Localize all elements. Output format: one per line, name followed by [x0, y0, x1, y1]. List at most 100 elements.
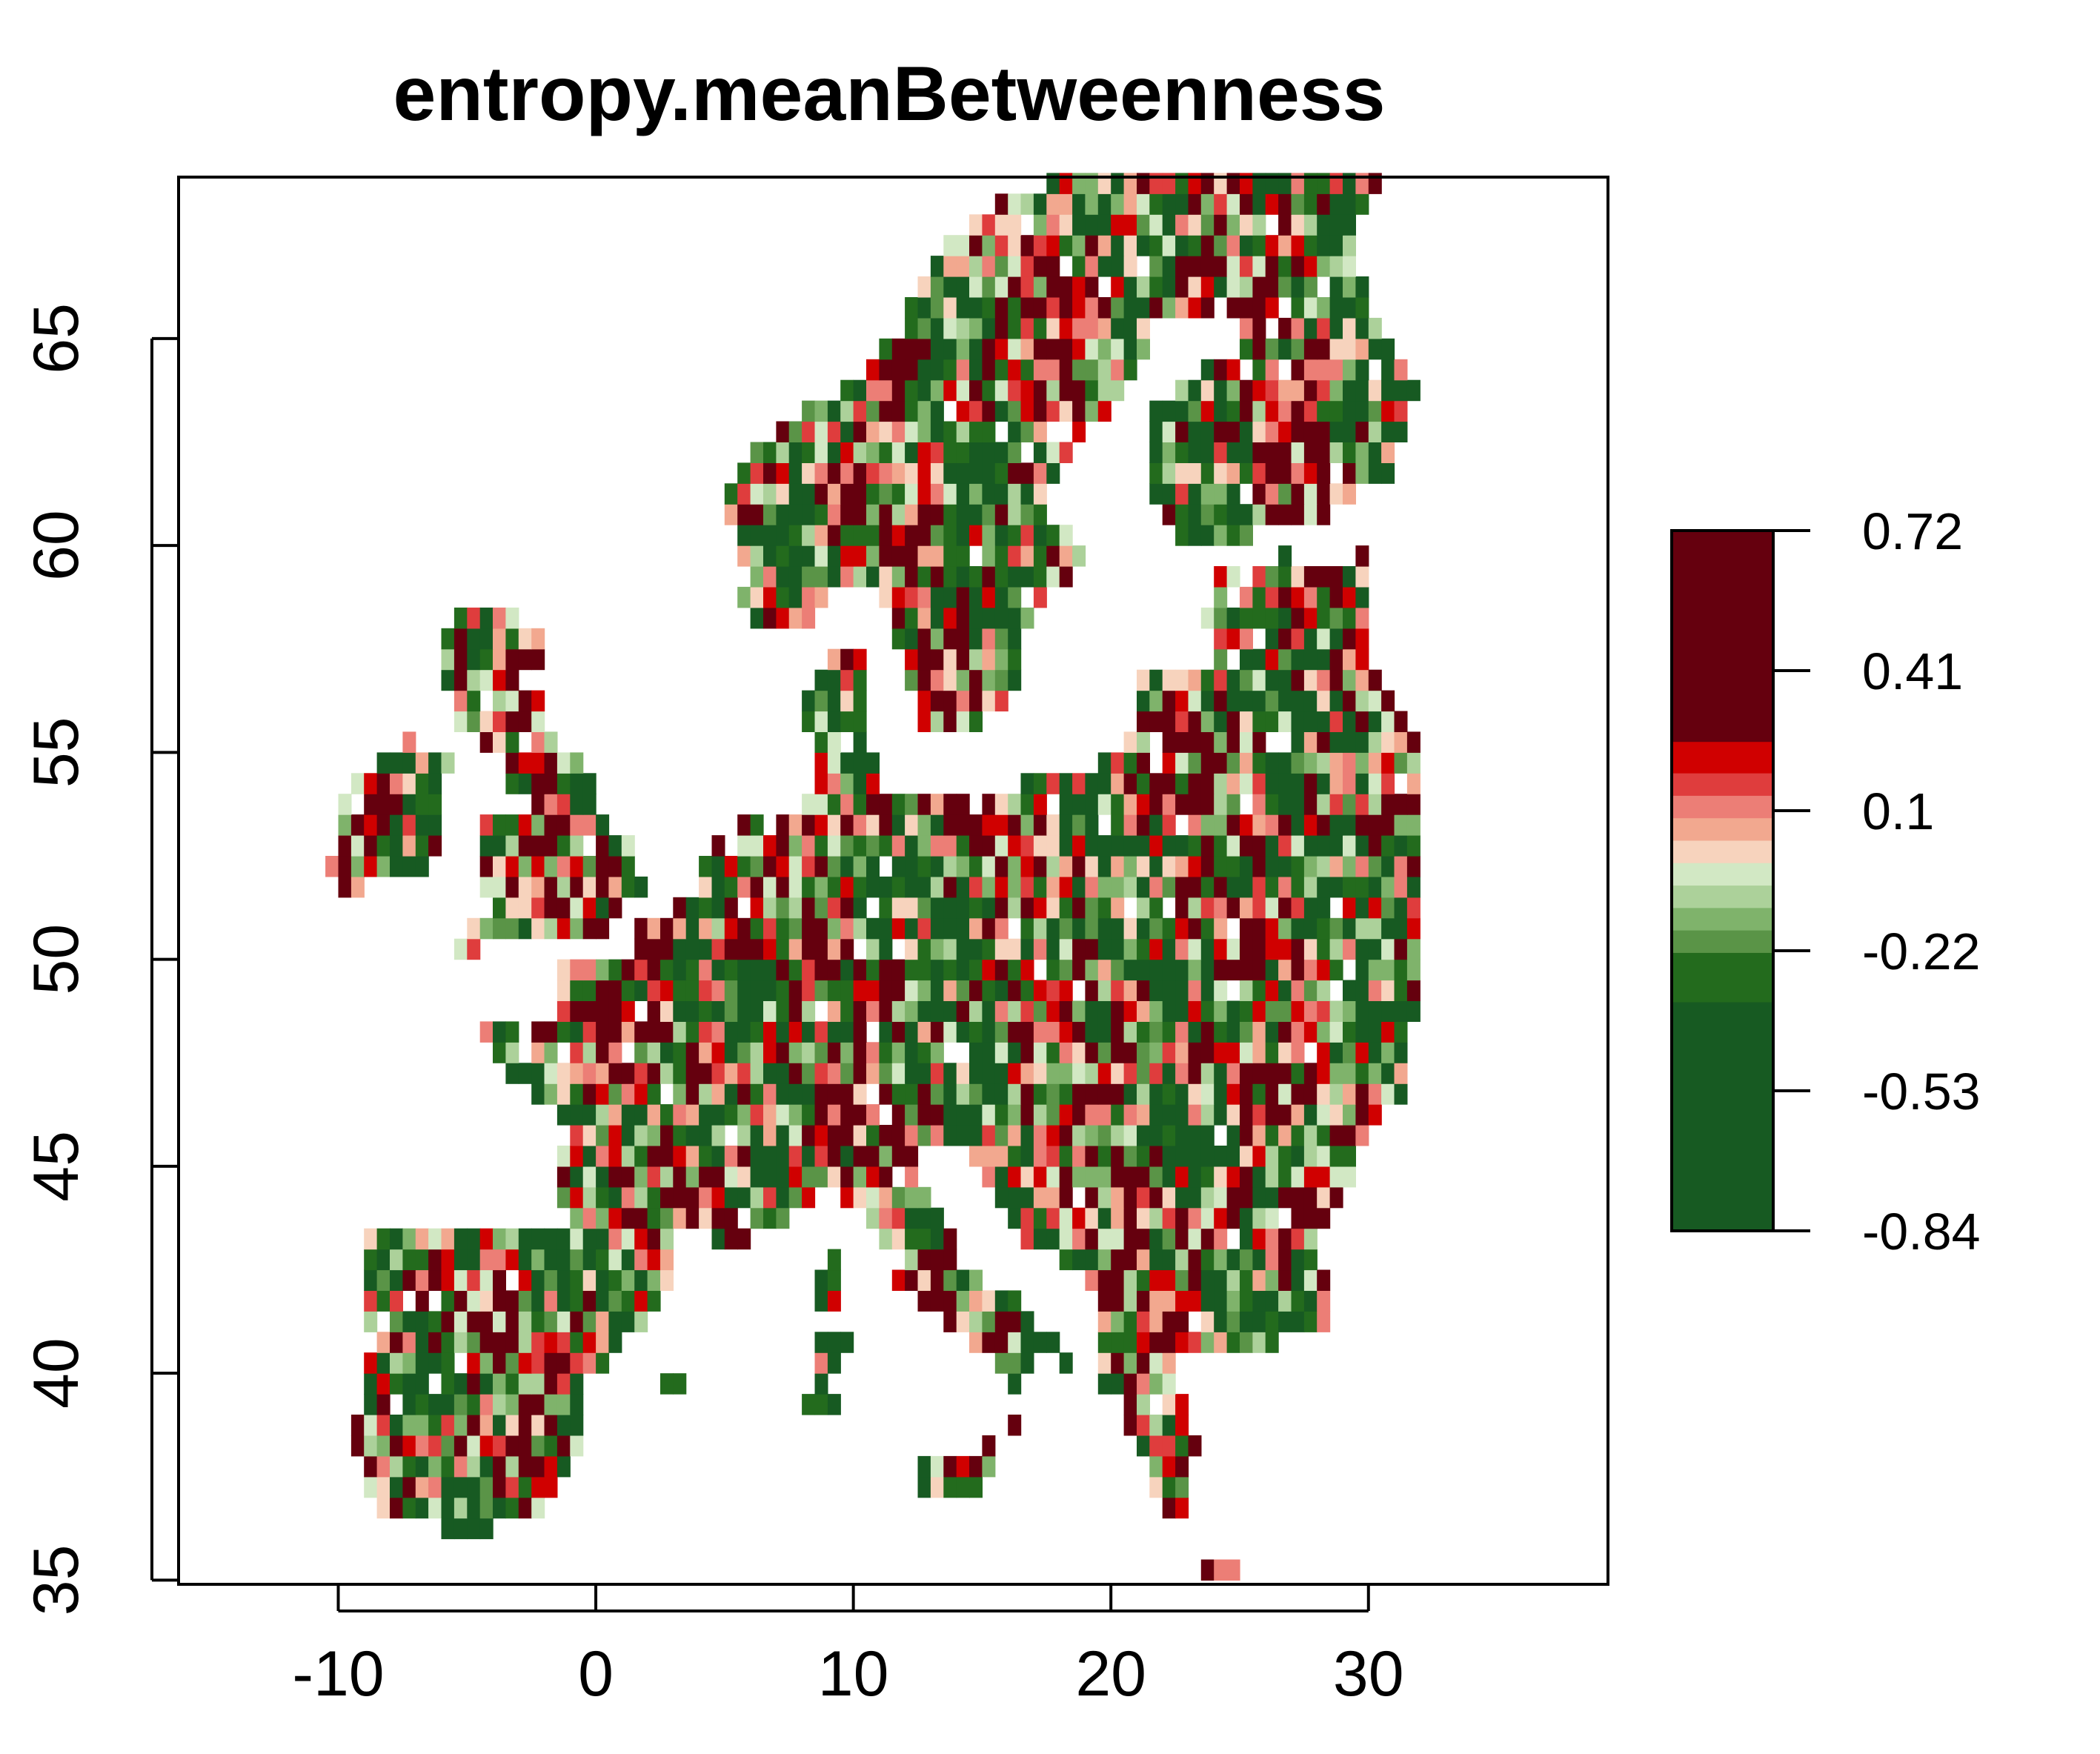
heatmap-cell: [1059, 525, 1073, 546]
heatmap-cell: [866, 752, 880, 774]
heatmap-cell: [1240, 1207, 1253, 1229]
heatmap-cell: [1200, 297, 1215, 319]
heatmap-cell: [827, 1000, 841, 1022]
heatmap-cell: [905, 980, 919, 1001]
heatmap-cell: [1265, 980, 1279, 1001]
heatmap-cell: [1137, 1125, 1150, 1146]
heatmap-cell: [930, 421, 944, 442]
heatmap-cell: [930, 628, 944, 650]
heatmap-cell: [479, 1497, 494, 1519]
heatmap-cell: [376, 814, 391, 836]
heatmap-cell: [788, 1021, 803, 1043]
heatmap-cell: [1355, 1104, 1369, 1126]
heatmap-cell: [1355, 690, 1369, 712]
heatmap-cell: [750, 959, 764, 981]
heatmap-cell: [673, 897, 687, 919]
heatmap-cell: [1226, 1146, 1240, 1167]
heatmap-cell: [1291, 835, 1305, 857]
heatmap-cell: [1123, 1083, 1137, 1105]
heatmap-cell: [1188, 1207, 1202, 1229]
heatmap-cell: [1214, 876, 1228, 898]
heatmap-cell: [956, 711, 970, 732]
heatmap-cell: [930, 1063, 944, 1084]
heatmap-cell: [891, 442, 906, 463]
heatmap-cell: [1317, 752, 1331, 774]
heatmap-cell: [1278, 1228, 1292, 1250]
heatmap-cell: [376, 1269, 391, 1291]
heatmap-cell: [866, 359, 880, 381]
heatmap-cell: [776, 959, 790, 981]
heatmap-cell: [1394, 959, 1408, 981]
heatmap-cell: [1291, 814, 1305, 836]
heatmap-cell: [1033, 917, 1047, 940]
heatmap-cell: [441, 1332, 455, 1353]
heatmap-cell: [827, 1166, 841, 1188]
heatmap-cell: [1033, 421, 1047, 442]
heatmap-cell: [621, 1186, 635, 1209]
heatmap-cell: [1111, 214, 1125, 236]
heatmap-cell: [1278, 193, 1292, 215]
heatmap-cell: [956, 462, 970, 484]
heatmap-cell: [479, 917, 494, 940]
heatmap-cell: [1072, 938, 1086, 960]
heatmap-cell: [1085, 338, 1099, 360]
heatmap-cell: [1291, 586, 1305, 608]
heatmap-cell: [531, 1435, 545, 1457]
heatmap-cell: [956, 1104, 970, 1126]
heatmap-cell: [699, 1063, 713, 1084]
heatmap-cell: [750, 1104, 764, 1126]
heatmap-cell: [634, 1249, 648, 1271]
heatmap-cell: [1111, 276, 1125, 298]
heatmap-cell: [994, 1186, 1009, 1209]
heatmap-cell: [1368, 442, 1382, 463]
legend-band: [1672, 930, 1773, 953]
heatmap-cell: [866, 400, 880, 422]
heatmap-cell: [776, 856, 790, 877]
heatmap-cell: [402, 1476, 416, 1498]
heatmap-cell: [1033, 566, 1047, 588]
heatmap-cell: [673, 1063, 687, 1084]
heatmap-cell: [1137, 959, 1150, 981]
heatmap-cell: [1355, 917, 1369, 940]
legend-tick-label: 0.41: [1862, 642, 1963, 700]
heatmap-cell: [1046, 400, 1060, 422]
heatmap-cell: [634, 959, 648, 981]
heatmap-cell: [1226, 1042, 1240, 1063]
heatmap-cell: [1278, 1290, 1292, 1312]
heatmap-cell: [1226, 442, 1240, 463]
heatmap-cell: [570, 1332, 584, 1353]
heatmap-cell: [1355, 938, 1369, 960]
heatmap-cell: [917, 1186, 931, 1209]
heatmap-cell: [1033, 504, 1047, 525]
heatmap-cell: [1200, 1042, 1215, 1063]
heatmap-cell: [608, 1104, 622, 1126]
heatmap-cell: [1059, 1207, 1073, 1229]
heatmap-cell: [1278, 1249, 1292, 1271]
heatmap-cell: [814, 1269, 828, 1291]
heatmap-cell: [802, 545, 816, 567]
heatmap-cell: [1175, 1332, 1189, 1353]
heatmap-cell: [917, 1290, 931, 1312]
heatmap-cell: [1149, 1476, 1163, 1498]
heatmap-cell: [1175, 1455, 1189, 1478]
heatmap-cell: [1175, 1000, 1189, 1022]
heatmap-cell: [879, 421, 893, 442]
heatmap-cell: [1226, 1269, 1240, 1291]
y-tick-label: 40: [21, 1338, 92, 1409]
heatmap-cell: [1097, 1290, 1112, 1312]
heatmap-cell: [982, 1455, 996, 1478]
heatmap-cell: [982, 442, 996, 463]
heatmap-cell: [570, 1415, 584, 1436]
heatmap-cell: [1033, 1332, 1047, 1353]
heatmap-cell: [1020, 814, 1034, 836]
heatmap-cell: [1072, 1063, 1086, 1084]
heatmap-cell: [1265, 648, 1279, 671]
heatmap-cell: [1046, 1332, 1060, 1353]
heatmap-cell: [802, 690, 816, 712]
heatmap-cell: [1265, 752, 1279, 774]
heatmap-cell: [1329, 442, 1343, 463]
heatmap-cell: [853, 669, 867, 691]
heatmap-cell: [1033, 483, 1047, 505]
heatmap-cell: [1111, 980, 1125, 1001]
heatmap-cell: [1123, 338, 1137, 360]
